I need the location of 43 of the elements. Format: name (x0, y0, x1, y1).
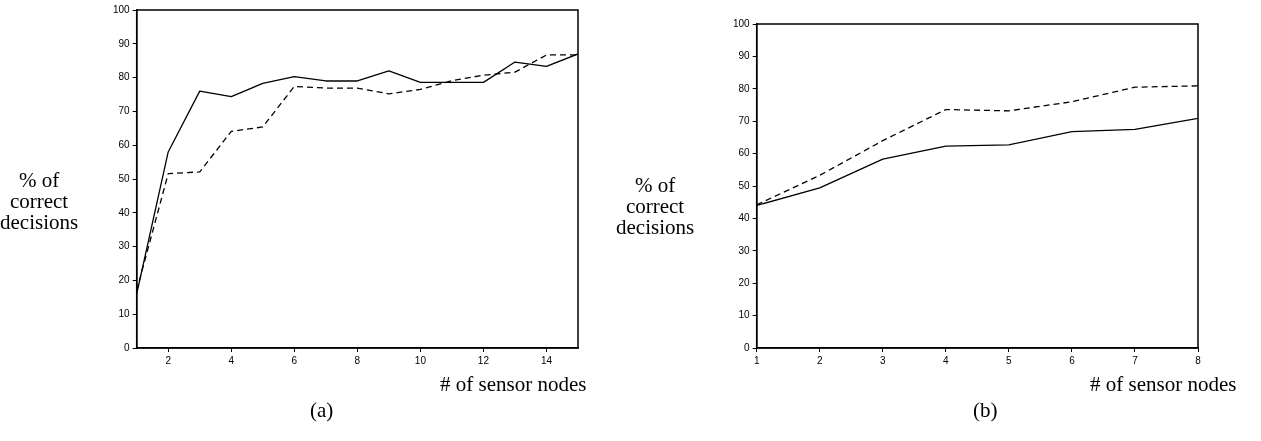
y-tick-label: 10 (738, 309, 751, 321)
y-tick-label: 90 (738, 50, 751, 62)
x-tick-label: 10 (414, 354, 427, 366)
y-tick-label: 80 (118, 71, 131, 83)
x-tick-label: 12 (477, 354, 490, 366)
x-tick-label: 2 (165, 354, 172, 366)
x-tick-label: 7 (1132, 354, 1139, 366)
y-tick-label: 100 (733, 17, 751, 29)
x-tick-label: 8 (1195, 354, 1202, 366)
y-tick-label: 50 (118, 172, 131, 184)
x-tick-label: 2 (816, 354, 823, 366)
x-tick-label: 3 (879, 354, 886, 366)
y-tick-label: 50 (738, 179, 751, 191)
y-axis-title: % of correct decisions (616, 173, 695, 239)
x-tick-label: 1 (753, 354, 760, 366)
y-tick-label: 0 (124, 341, 131, 353)
x-tick-label: 4 (943, 354, 950, 366)
x-tick-label: 4 (228, 354, 235, 366)
text: (a) (310, 398, 334, 423)
y-tick-label: 70 (118, 105, 131, 117)
y-tick-label: 60 (738, 147, 751, 159)
y-tick-label: 100 (113, 3, 131, 15)
x-tick-label: 14 (540, 354, 553, 366)
text: (b) (973, 398, 998, 423)
y-tick-label: 70 (738, 114, 751, 126)
x-tick-label: 6 (1069, 354, 1076, 366)
y-tick-label: 40 (738, 212, 751, 224)
x-tick-label: 8 (354, 354, 361, 366)
y-tick-label: 0 (744, 341, 751, 353)
y-axis-title: % of correct decisions (0, 168, 79, 234)
y-tick-label: 30 (118, 240, 131, 252)
y-tick-label: 20 (738, 276, 751, 288)
y-tick-label: 60 (118, 138, 131, 150)
x-tick-label: 5 (1006, 354, 1013, 366)
y-tick-label: 10 (118, 307, 131, 319)
y-tick-label: 40 (118, 206, 131, 218)
x-axis-title: # of sensor nodes (440, 372, 587, 397)
y-tick-label: 90 (118, 37, 131, 49)
y-tick-label: 80 (738, 82, 751, 94)
x-axis-title: # of sensor nodes (1090, 372, 1237, 397)
y-tick-label: 30 (738, 244, 751, 256)
x-tick-label: 6 (291, 354, 298, 366)
y-tick-label: 20 (118, 274, 131, 286)
